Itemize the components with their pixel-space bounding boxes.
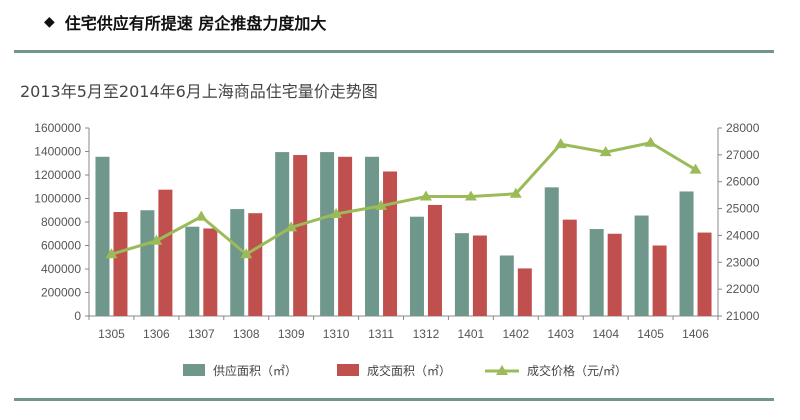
- bar-sales-1406: [697, 232, 712, 316]
- bar-supply-1306: [140, 210, 155, 316]
- left-tick-label: 1600000: [34, 121, 81, 135]
- x-tick-label: 1401: [458, 327, 485, 341]
- price-point-1403: [554, 138, 567, 149]
- price-point-1310: [330, 207, 343, 218]
- bar-supply-1308: [230, 209, 245, 316]
- bar-sales-1401: [472, 235, 487, 316]
- page-headline: ◆ 住宅供应有所提速 房企推盘力度加大: [44, 10, 326, 34]
- diamond-bullet-icon: ◆: [44, 14, 55, 30]
- legend-label-price: 成交价格（元/㎡）: [527, 363, 627, 378]
- x-tick-label: 1312: [413, 327, 440, 341]
- right-tick-label: 28000: [726, 121, 760, 135]
- price-point-1312: [419, 190, 432, 201]
- price-point-1401: [464, 190, 477, 201]
- right-tick-label: 27000: [726, 148, 760, 162]
- left-tick-label: 600000: [41, 239, 81, 253]
- x-tick-label: 1306: [143, 327, 170, 341]
- x-tick-label: 1309: [278, 327, 305, 341]
- bar-supply-1406: [679, 191, 694, 316]
- price-point-1305: [105, 248, 118, 259]
- bar-sales-1309: [293, 155, 308, 316]
- bar-sales-1306: [158, 189, 173, 316]
- price-point-1402: [509, 187, 522, 198]
- price-point-1406: [689, 163, 702, 174]
- chart-title: 2013年5月至2014年6月上海商品住宅量价走势图: [20, 82, 378, 101]
- legend-swatch-sales: [337, 364, 359, 376]
- price-point-1306: [150, 234, 163, 245]
- bar-sales-1404: [607, 233, 622, 316]
- bar-supply-1310: [320, 152, 335, 316]
- left-tick-label: 200000: [41, 286, 81, 300]
- bar-supply-1405: [634, 215, 649, 316]
- right-tick-label: 26000: [726, 175, 760, 189]
- bottom-divider: [14, 398, 774, 401]
- left-tick-label: 0: [74, 309, 81, 323]
- left-tick-label: 1200000: [34, 168, 81, 182]
- legend-swatch-supply: [183, 364, 205, 376]
- bar-sales-1310: [338, 156, 353, 316]
- x-tick-label: 1406: [682, 327, 709, 341]
- right-tick-label: 24000: [726, 228, 760, 242]
- bar-supply-1403: [544, 187, 559, 316]
- x-tick-label: 1405: [637, 327, 664, 341]
- bar-supply-1404: [589, 229, 604, 316]
- top-divider: [14, 50, 774, 53]
- price-point-1309: [285, 221, 298, 232]
- bar-supply-1311: [365, 156, 380, 316]
- left-tick-label: 400000: [41, 262, 81, 276]
- bar-supply-1312: [409, 216, 424, 316]
- left-tick-label: 800000: [41, 215, 81, 229]
- price-point-1404: [599, 146, 612, 157]
- bar-supply-1305: [95, 156, 110, 316]
- headline-text: 住宅供应有所提速 房企推盘力度加大: [64, 14, 327, 33]
- x-tick-label: 1308: [233, 327, 260, 341]
- bar-supply-1307: [185, 226, 200, 316]
- bar-sales-1305: [113, 212, 128, 316]
- x-tick-label: 1403: [547, 327, 574, 341]
- right-tick-label: 25000: [726, 202, 760, 216]
- bar-sales-1312: [427, 204, 442, 316]
- bar-sales-1405: [652, 245, 667, 316]
- x-tick-label: 1305: [98, 327, 125, 341]
- left-tick-label: 1400000: [34, 145, 81, 159]
- x-tick-label: 1402: [502, 327, 529, 341]
- x-tick-label: 1311: [368, 327, 394, 341]
- bar-sales-1311: [383, 171, 398, 316]
- bar-sales-1307: [203, 228, 218, 316]
- right-tick-label: 22000: [726, 282, 760, 296]
- price-point-1307: [195, 210, 208, 221]
- legend-label-sales: 成交面积（㎡）: [367, 363, 451, 378]
- bar-supply-1401: [454, 233, 469, 316]
- right-tick-label: 21000: [726, 309, 760, 323]
- bar-sales-1402: [517, 268, 532, 316]
- legend-label-supply: 供应面积（㎡）: [213, 363, 297, 378]
- x-tick-label: 1307: [188, 327, 215, 341]
- price-point-1308: [240, 248, 253, 259]
- x-tick-label: 1310: [323, 327, 350, 341]
- price-line: [111, 141, 697, 257]
- bar-supply-1402: [499, 255, 514, 316]
- x-tick-label: 1404: [592, 327, 619, 341]
- price-point-1311: [375, 199, 388, 210]
- left-tick-label: 1000000: [34, 192, 81, 206]
- right-tick-label: 23000: [726, 255, 760, 269]
- bar-sales-1403: [562, 219, 577, 316]
- bar-sales-1308: [248, 213, 263, 316]
- price-point-1405: [644, 136, 657, 147]
- legend-marker-price: [496, 365, 508, 375]
